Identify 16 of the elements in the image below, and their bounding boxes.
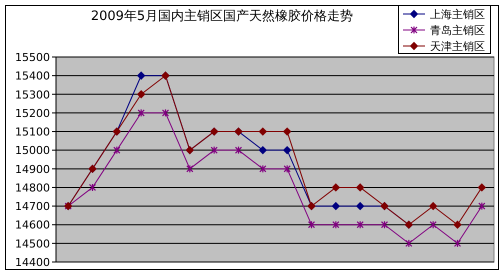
- legend-label: 青岛主销区: [430, 24, 485, 37]
- legend-label: 天津主销区: [430, 40, 485, 53]
- y-tick-label: 14800: [15, 181, 50, 194]
- y-tick-label: 14400: [15, 256, 50, 269]
- y-tick-label: 15000: [15, 144, 50, 158]
- y-tick-label: 15300: [15, 88, 50, 102]
- y-tick-label: 15200: [15, 106, 50, 120]
- y-tick-label: 15400: [15, 70, 50, 83]
- y-tick-label: 14900: [15, 162, 50, 176]
- y-tick-label: 14700: [15, 200, 50, 214]
- y-tick-label: 14500: [15, 237, 50, 250]
- chart-title: 2009年5月国内主销区国产天然橡胶价格走势: [90, 8, 354, 24]
- y-tick-label: 15500: [15, 51, 50, 64]
- legend-label: 上海主销区: [430, 8, 485, 21]
- y-tick-label: 14600: [15, 218, 50, 232]
- y-tick-label: 15100: [15, 126, 50, 139]
